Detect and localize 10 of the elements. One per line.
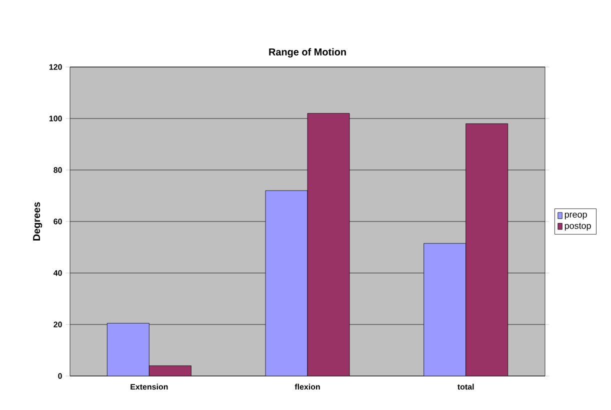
bar <box>149 366 192 376</box>
bar <box>106 323 150 376</box>
bar <box>466 123 508 376</box>
y-axis-title: Degrees <box>33 202 42 240</box>
bar <box>424 243 466 376</box>
legend-label: preop <box>564 212 587 220</box>
bar <box>265 190 308 376</box>
chart-title: Range of Motion <box>269 48 346 58</box>
bar <box>307 113 350 376</box>
legend-label: postop <box>564 223 591 231</box>
